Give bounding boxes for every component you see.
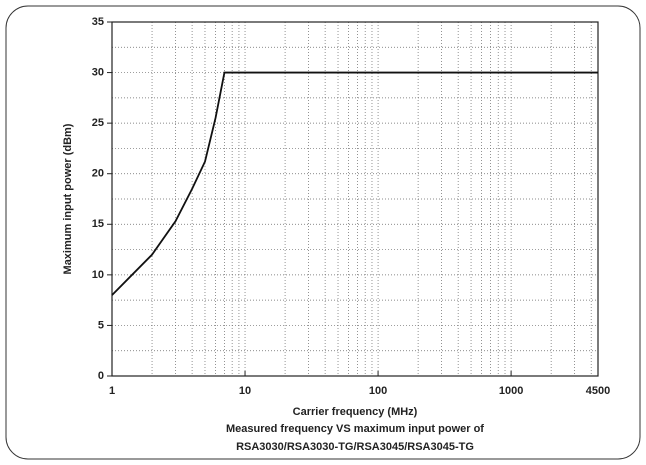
caption-line: Measured frequency VS maximum input powe… (226, 423, 484, 435)
caption-line: RSA3030/RSA3030-TG/RSA3045/RSA3045-TG (236, 441, 474, 453)
x-tick-label: 1 (109, 385, 115, 397)
data-line (111, 71, 598, 296)
x-tick-label: 1000 (499, 385, 523, 397)
y-axis-label: Maximum input power (dBm) (62, 123, 74, 274)
y-tick-label: 5 (98, 319, 104, 331)
frame (5, 5, 641, 460)
plot-area (111, 21, 599, 377)
y-tick-label: 35 (92, 16, 104, 28)
x-tick-label: 100 (369, 385, 387, 397)
x-tick-label: 4500 (586, 385, 610, 397)
y-tick-label: 25 (92, 117, 104, 129)
x-axis-label: Carrier frequency (MHz) (293, 406, 418, 418)
x-tick-label: 10 (239, 385, 251, 397)
y-tick-label: 10 (92, 269, 104, 281)
y-tick-label: 30 (92, 66, 104, 78)
y-tick-label: 15 (92, 218, 104, 230)
y-tick-label: 0 (98, 370, 104, 382)
y-tick-label: 20 (92, 168, 104, 180)
